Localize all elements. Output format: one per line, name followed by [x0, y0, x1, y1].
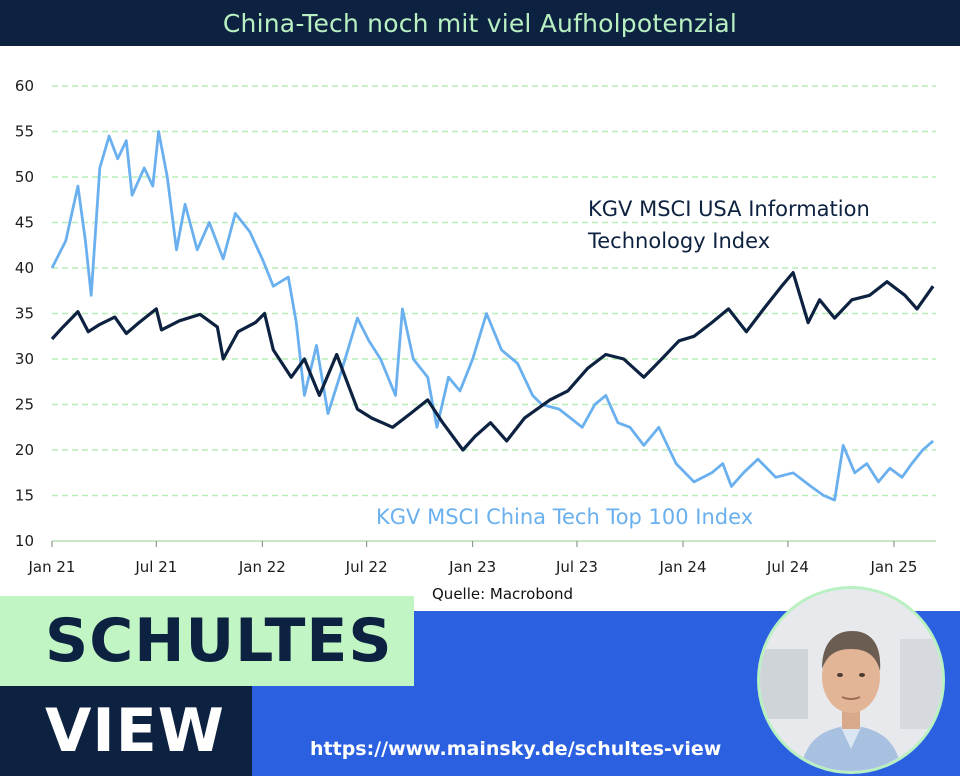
- y-tick-label: 45: [15, 214, 34, 232]
- y-tick-label: 60: [15, 77, 34, 95]
- y-tick-label: 15: [15, 487, 34, 505]
- source-note: Quelle: Macrobond: [432, 585, 574, 603]
- series-lines: [50, 130, 935, 502]
- title-bar: China-Tech noch mit viel Aufholpotenzial: [0, 0, 960, 46]
- website-url[interactable]: https://www.mainsky.de/schultes-view: [310, 738, 722, 760]
- x-tick-label: Jul 22: [345, 558, 388, 576]
- series-labels: KGV MSCI USA Information Technology Inde…: [376, 197, 876, 529]
- y-tick-label: 10: [15, 532, 34, 550]
- y-tick-label: 55: [15, 123, 34, 141]
- y-tick-label: 35: [15, 305, 34, 323]
- usa-series-line: [50, 271, 935, 452]
- y-tick-label: 40: [15, 259, 34, 277]
- china-series-line: [50, 130, 935, 502]
- y-tick-label: 30: [15, 350, 34, 368]
- brand-sub-block: VIEW: [0, 686, 252, 776]
- x-tick-label: Jan 22: [238, 558, 286, 576]
- y-tick-label: 25: [15, 396, 34, 414]
- chart-title: China-Tech noch mit viel Aufholpotenzial: [222, 8, 738, 38]
- china-series-label: KGV MSCI China Tech Top 100 Index: [376, 505, 753, 529]
- author-portrait: [757, 586, 945, 774]
- x-tick-label: Jul 24: [766, 558, 809, 576]
- usa-label-line-1: KGV MSCI USA Information: [588, 197, 870, 221]
- y-tick-label: 20: [15, 441, 34, 459]
- x-tick-label: Jan 24: [659, 558, 707, 576]
- brand-name-block: SCHULTES: [0, 596, 414, 686]
- x-tick-label: Jan 21: [28, 558, 76, 576]
- usa-label-line-2: Technology Index: [587, 229, 770, 253]
- x-tick-label: Jan 23: [448, 558, 496, 576]
- usa-series-label: KGV MSCI USA Information Technology Inde…: [587, 197, 876, 253]
- brand-line-2: VIEW: [45, 696, 225, 766]
- y-tick-label: 50: [15, 168, 34, 186]
- grid-lines: [52, 85, 936, 497]
- x-tick-label: Jul 23: [555, 558, 598, 576]
- x-tick-label: Jan 25: [869, 558, 917, 576]
- brand-line-1: SCHULTES: [45, 606, 393, 676]
- x-tick-label: Jul 21: [134, 558, 177, 576]
- axes: 10 15 20 25 30 35 40 45 50 55 60 Jan 21 Jul 21 Jan 22…: [15, 77, 936, 576]
- line-chart: 10 15 20 25 30 35 40 45 50 55 60 Jan 21 Jul 21 Jan 22…: [15, 77, 936, 576]
- portrait-illustration: [760, 589, 942, 771]
